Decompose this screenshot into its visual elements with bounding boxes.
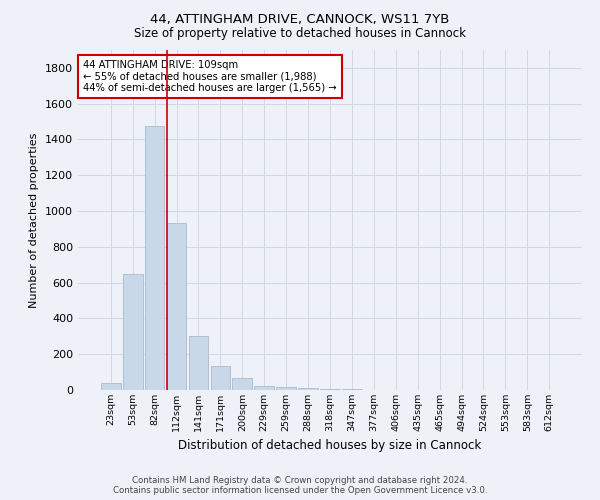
Bar: [145, 126, 164, 390]
Bar: [298, 388, 318, 390]
Bar: [320, 389, 340, 390]
Bar: [211, 366, 230, 390]
Bar: [254, 386, 274, 390]
Bar: [167, 222, 187, 390]
Text: 44 ATTINGHAM DRIVE: 109sqm
← 55% of detached houses are smaller (1,988)
44% of s: 44 ATTINGHAM DRIVE: 109sqm ← 55% of deta…: [83, 60, 337, 94]
Bar: [276, 387, 296, 390]
Y-axis label: Number of detached properties: Number of detached properties: [29, 132, 40, 308]
X-axis label: Distribution of detached houses by size in Cannock: Distribution of detached houses by size …: [178, 440, 482, 452]
Text: 44, ATTINGHAM DRIVE, CANNOCK, WS11 7YB: 44, ATTINGHAM DRIVE, CANNOCK, WS11 7YB: [151, 12, 449, 26]
Text: Size of property relative to detached houses in Cannock: Size of property relative to detached ho…: [134, 28, 466, 40]
Bar: [232, 378, 252, 390]
Text: Contains HM Land Registry data © Crown copyright and database right 2024.
Contai: Contains HM Land Registry data © Crown c…: [113, 476, 487, 495]
Bar: [101, 383, 121, 390]
Bar: [123, 274, 143, 390]
Bar: [188, 336, 208, 390]
